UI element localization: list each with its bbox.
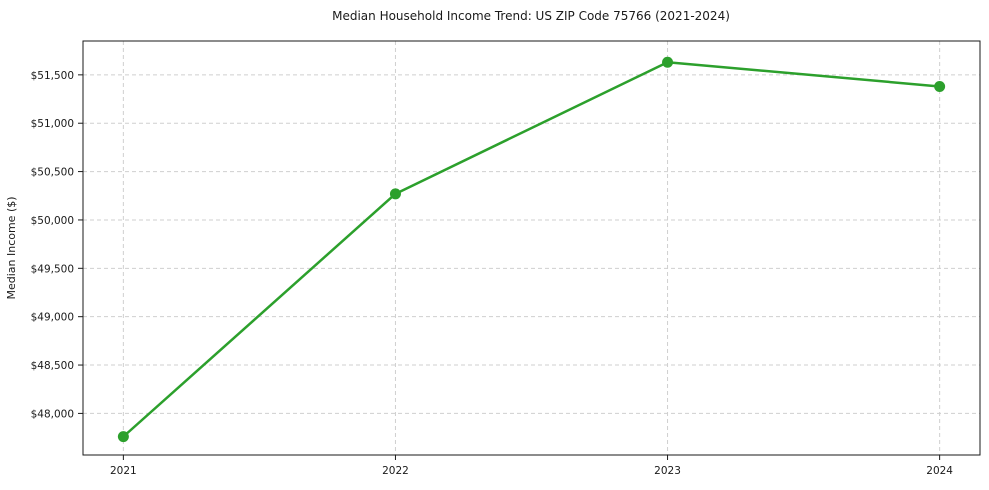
- y-axis-tick-labels: $48,000 $48,500 $49,000 $49,500 $50,000 $50,5…: [31, 70, 74, 421]
- x-tick-label: 2023: [654, 465, 681, 477]
- chart-title: Median Household Income Trend: US ZIP Co…: [332, 9, 730, 23]
- data-point-marker: [117, 431, 129, 443]
- y-tick-label: $51,000: [31, 118, 74, 130]
- data-point-marker: [389, 188, 401, 200]
- y-tick-label: $50,500: [31, 167, 74, 179]
- y-axis-label: Median Income ($): [5, 196, 18, 299]
- x-tick-label: 2022: [382, 465, 409, 477]
- y-tick-label: $48,500: [31, 360, 74, 372]
- y-tick-label: $50,000: [31, 215, 74, 227]
- y-tick-label: $51,500: [31, 70, 74, 82]
- trend-line: [122, 61, 941, 438]
- y-tick-label: $49,000: [31, 312, 74, 324]
- data-point-marker: [934, 80, 946, 92]
- x-axis-tick-labels: 2021 2022 2023 2024: [110, 465, 953, 477]
- x-tick-label: 2024: [926, 465, 953, 477]
- x-tick-label: 2021: [110, 465, 137, 477]
- tick-marks: [78, 74, 941, 460]
- data-points: [117, 56, 946, 443]
- y-tick-label: $49,500: [31, 263, 74, 275]
- gridlines: [83, 41, 980, 455]
- y-tick-label: $48,000: [31, 408, 74, 420]
- plot-frame: [82, 40, 981, 456]
- data-point-marker: [662, 56, 674, 68]
